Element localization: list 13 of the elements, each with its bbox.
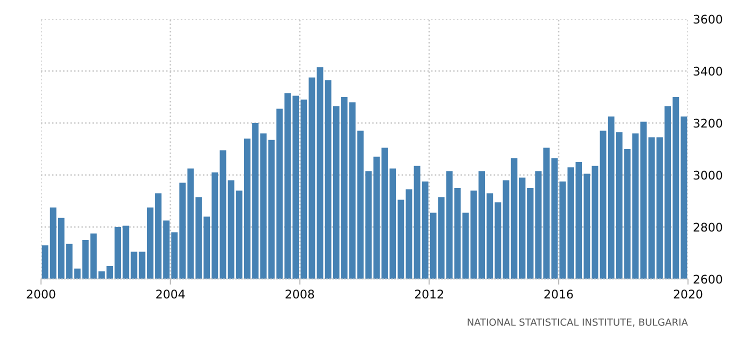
y-tick-label: 3000 [694,170,722,180]
y-tick-label: 3200 [694,118,722,128]
x-tick-label: 2008 [286,290,314,299]
y-tick-label: 2600 [694,274,722,284]
y-tick-label: 3600 [694,14,722,24]
x-tick-label: 2000 [26,290,56,299]
x-tick-label: 2004 [156,290,185,299]
x-tick-label: 2012 [415,290,444,299]
text: NATIONAL STATISTICAL INSTITUTE, BULGARIA [468,318,688,327]
y-tick-label: 2800 [694,222,722,232]
x-tick-label: 2020 [674,290,702,299]
y-tick-label: 3400 [694,66,722,76]
x-tick-label: 2016 [544,290,573,299]
